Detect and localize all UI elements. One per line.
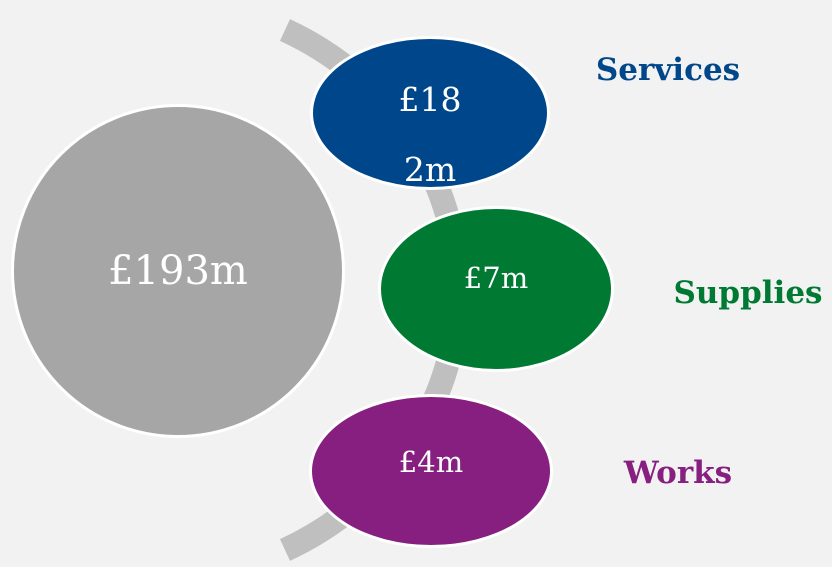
total-value: £193m bbox=[108, 248, 248, 294]
services-ellipse: £182m bbox=[310, 36, 550, 190]
total-circle: £193m bbox=[11, 104, 345, 438]
services-label: Services bbox=[595, 52, 741, 88]
supplies-value: £7m bbox=[463, 261, 529, 295]
supplies-ellipse: £7m bbox=[378, 206, 614, 372]
works-value: £4m bbox=[398, 445, 464, 479]
services-value: £182m bbox=[398, 80, 462, 189]
supplies-label: Supplies bbox=[673, 275, 823, 311]
works-label: Works bbox=[623, 455, 733, 491]
works-ellipse: £4m bbox=[309, 394, 553, 548]
